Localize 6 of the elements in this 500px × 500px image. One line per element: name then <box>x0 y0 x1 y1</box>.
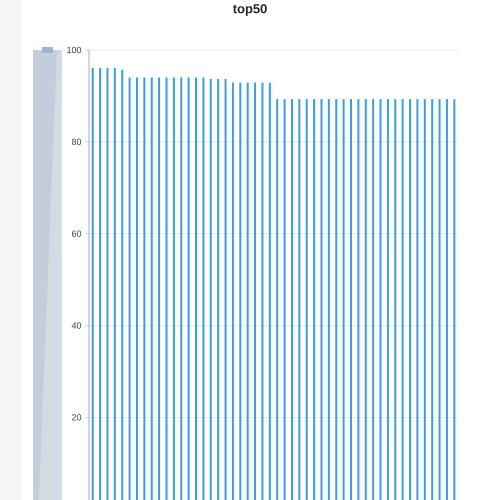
y-tick-label: 20 <box>72 414 82 421</box>
chart-title: top50 <box>232 4 267 16</box>
y-tick-label: 100 <box>67 46 82 54</box>
y-tick-label: 40 <box>72 322 82 329</box>
y-tick-label: 80 <box>72 138 82 146</box>
y-tick-label: 60 <box>72 230 82 237</box>
